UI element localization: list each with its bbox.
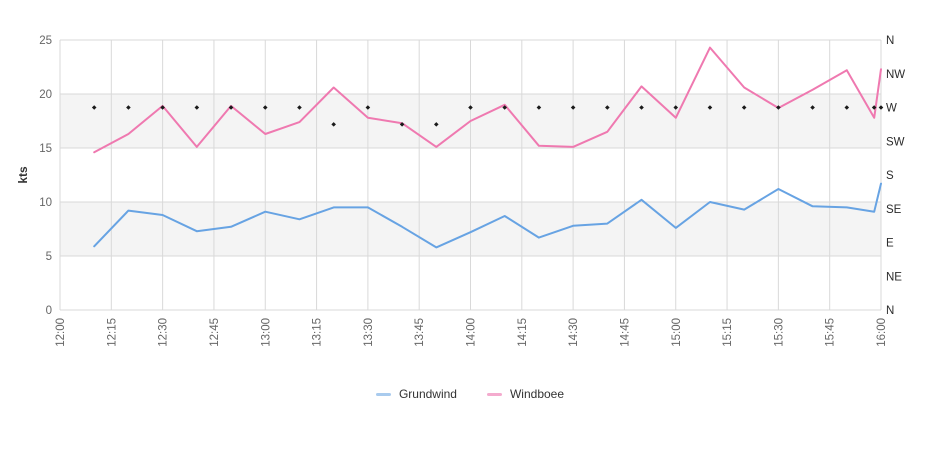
- wind-direction-marker: [844, 105, 850, 110]
- wind-direction-marker: [673, 105, 679, 110]
- wind-direction-marker: [570, 105, 576, 110]
- legend-item-grundwind[interactable]: Grundwind: [375, 387, 457, 401]
- x-tick-label: 12:00: [55, 318, 67, 347]
- x-tick-label: 12:45: [209, 318, 221, 347]
- wind-direction-marker: [297, 105, 302, 110]
- compass-label: N: [886, 305, 894, 317]
- x-tick-label: 14:00: [466, 318, 478, 347]
- y-tick-label: 15: [39, 143, 52, 155]
- x-tick-label: 14:45: [619, 318, 631, 347]
- x-tick-label: 16:00: [876, 318, 888, 347]
- x-tick-label: 13:15: [312, 318, 324, 347]
- grundwind-legend-dash-icon: [375, 392, 391, 396]
- y-tick-label: 20: [39, 89, 52, 101]
- x-tick-label: 13:30: [363, 318, 375, 347]
- wind-direction-marker: [365, 105, 371, 110]
- wind-direction-marker: [639, 105, 644, 110]
- windboee-legend-label: Windboee: [509, 387, 565, 401]
- wind-direction-marker: [399, 122, 405, 127]
- x-tick-label: 12:15: [106, 318, 118, 347]
- grundwind-legend-label: Grundwind: [398, 387, 457, 401]
- x-tick-label: 13:00: [260, 318, 272, 347]
- wind-direction-marker: [228, 105, 234, 110]
- wind-direction-marker: [871, 105, 877, 110]
- compass-label: NW: [886, 69, 905, 81]
- wind-direction-marker: [331, 122, 336, 127]
- y-tick-label: 0: [46, 305, 52, 317]
- x-tick-label: 12:30: [158, 318, 170, 347]
- wind-direction-marker: [91, 105, 97, 110]
- x-tick-label: 15:15: [722, 318, 734, 347]
- wind-direction-marker: [810, 105, 815, 110]
- wind-direction-marker: [741, 105, 747, 110]
- compass-label: S: [886, 170, 894, 182]
- legend-item-windboee[interactable]: Windboee: [486, 387, 565, 401]
- x-tick-label: 14:15: [517, 318, 529, 347]
- y-axis-title: kts: [16, 166, 30, 184]
- wind-direction-marker: [468, 105, 473, 110]
- wind-direction-marker: [776, 105, 781, 110]
- wind-direction-marker: [605, 105, 610, 110]
- wind-direction-marker: [707, 105, 713, 110]
- compass-label: SE: [886, 204, 902, 216]
- y-tick-label: 10: [39, 197, 52, 209]
- grundwind-line[interactable]: [93, 182, 882, 249]
- x-tick-label: 15:30: [773, 318, 785, 347]
- windboee-legend-dash-icon: [486, 392, 502, 396]
- chart-legend: Grundwind Windboee: [0, 383, 940, 405]
- x-tick-label: 14:30: [568, 318, 580, 347]
- x-tick-label: 15:45: [825, 318, 837, 347]
- wind-direction-marker: [160, 105, 165, 110]
- wind-direction-marker: [502, 105, 508, 110]
- compass-label: SW: [886, 136, 905, 148]
- wind-direction-marker: [433, 122, 439, 127]
- wind-direction-marker: [194, 105, 200, 110]
- y-tick-label: 25: [39, 35, 52, 47]
- x-tick-label: 15:00: [671, 318, 683, 347]
- compass-label: E: [886, 238, 894, 250]
- wind-direction-marker: [126, 105, 131, 110]
- compass-label: NE: [886, 271, 902, 283]
- wind-direction-marker: [536, 105, 542, 110]
- x-tick-label: 13:45: [414, 318, 426, 347]
- wind-direction-marker: [878, 105, 884, 110]
- wind-direction-marker: [262, 105, 268, 110]
- compass-label: N: [886, 35, 894, 47]
- y-tick-label: 5: [46, 251, 52, 263]
- compass-label: W: [886, 103, 897, 115]
